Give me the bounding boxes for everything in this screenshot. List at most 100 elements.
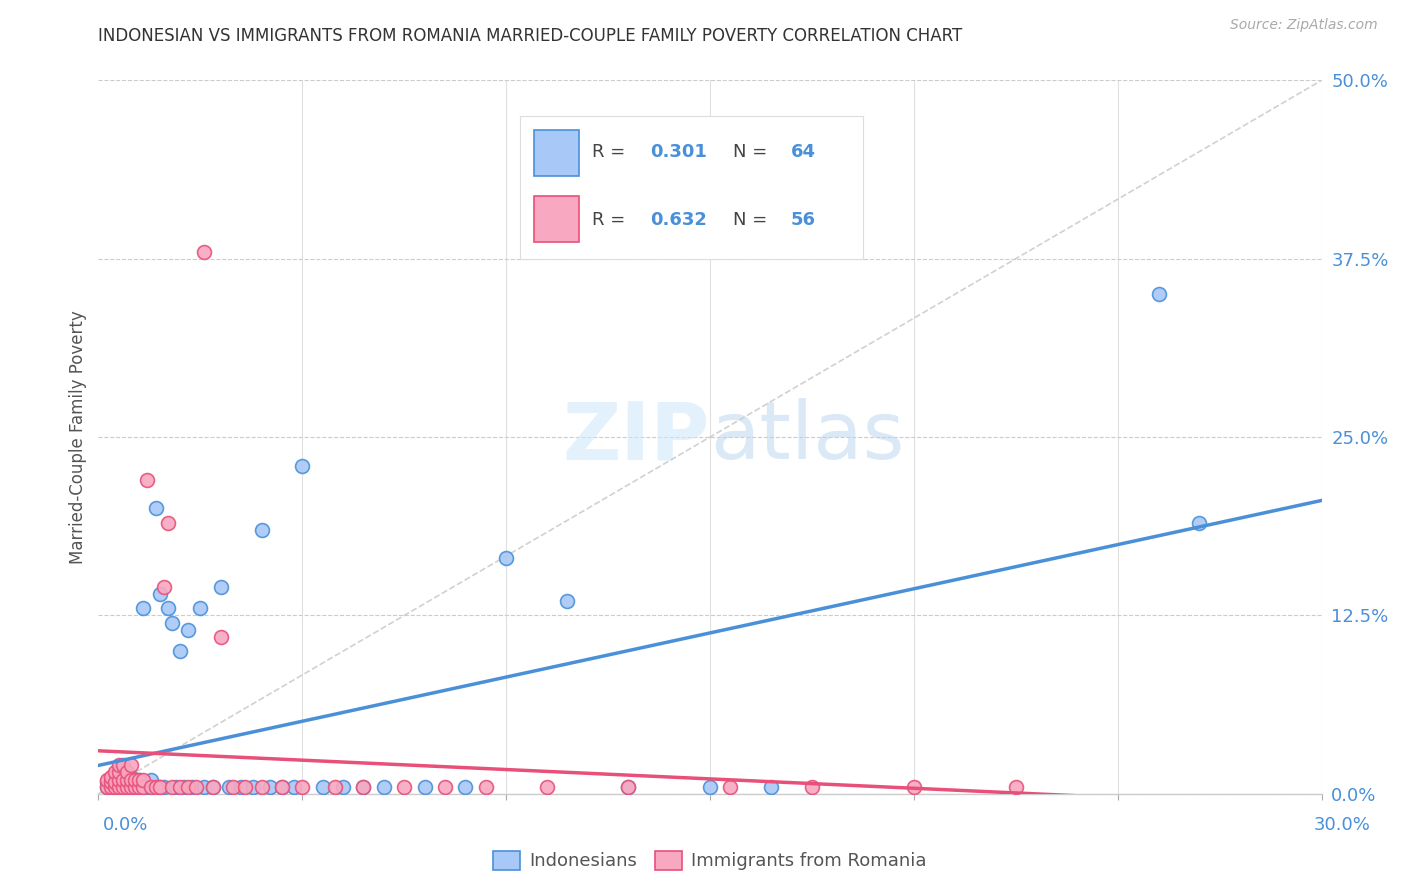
Point <box>352 780 374 794</box>
Point <box>111 772 134 787</box>
Point <box>149 780 172 794</box>
Point <box>124 772 146 787</box>
Point <box>222 780 245 794</box>
Point <box>128 780 150 794</box>
Point <box>495 551 517 566</box>
Point <box>617 780 640 794</box>
Point <box>141 780 163 794</box>
Point <box>699 780 721 794</box>
Point <box>108 772 131 787</box>
Point <box>250 523 273 537</box>
Point <box>169 644 191 658</box>
Point <box>1188 516 1211 530</box>
Point <box>536 780 558 794</box>
Point <box>100 775 122 789</box>
Point <box>104 780 127 794</box>
Point <box>242 780 264 794</box>
Point <box>209 630 232 644</box>
Point <box>718 780 742 794</box>
Point <box>218 780 240 794</box>
Point <box>352 780 374 794</box>
Point <box>270 780 294 794</box>
Point <box>132 601 155 615</box>
Point <box>270 780 294 794</box>
Point <box>124 772 146 787</box>
Point <box>156 601 179 615</box>
Text: Source: ZipAtlas.com: Source: ZipAtlas.com <box>1230 18 1378 32</box>
Point <box>96 772 118 787</box>
Point <box>141 780 163 794</box>
Text: atlas: atlas <box>710 398 904 476</box>
Point <box>474 780 498 794</box>
Point <box>111 780 134 794</box>
Point <box>145 501 167 516</box>
Point <box>108 758 131 772</box>
Point <box>115 780 138 794</box>
Point <box>165 780 187 794</box>
Point <box>156 516 179 530</box>
Point <box>186 780 208 794</box>
Point <box>152 780 174 794</box>
Point <box>104 780 127 794</box>
Point <box>454 780 477 794</box>
Point <box>111 772 134 787</box>
Point <box>115 768 138 782</box>
Point <box>152 580 174 594</box>
Point <box>160 615 183 630</box>
Point <box>115 765 138 780</box>
Point <box>104 765 127 780</box>
Point <box>259 780 281 794</box>
Point <box>120 780 142 794</box>
Point <box>96 775 118 789</box>
Point <box>149 780 172 794</box>
Point <box>132 780 155 794</box>
Point <box>145 780 167 794</box>
Point <box>115 772 138 787</box>
Point <box>177 623 200 637</box>
Point <box>115 780 138 794</box>
Point <box>181 780 204 794</box>
Legend: Indonesians, Immigrants from Romania: Indonesians, Immigrants from Romania <box>486 844 934 878</box>
Point <box>1004 780 1026 794</box>
Point <box>149 587 172 601</box>
Point <box>100 772 122 787</box>
Point <box>128 772 150 787</box>
Point <box>392 780 416 794</box>
Point <box>108 780 131 794</box>
Point <box>128 772 150 787</box>
Point <box>193 780 215 794</box>
Point <box>132 780 155 794</box>
Point <box>141 772 163 787</box>
Point <box>201 780 224 794</box>
Point <box>323 780 346 794</box>
Point <box>108 775 131 789</box>
Point <box>283 780 305 794</box>
Text: INDONESIAN VS IMMIGRANTS FROM ROMANIA MARRIED-COUPLE FAMILY POVERTY CORRELATION : INDONESIAN VS IMMIGRANTS FROM ROMANIA MA… <box>98 27 963 45</box>
Point <box>250 780 273 794</box>
Point <box>291 458 314 473</box>
Point <box>100 775 122 789</box>
Text: 0.0%: 0.0% <box>103 816 148 834</box>
Point <box>120 772 142 787</box>
Point <box>104 775 127 789</box>
Point <box>104 770 127 784</box>
Point <box>120 770 142 784</box>
Point <box>617 780 640 794</box>
Point <box>177 780 200 794</box>
Point <box>120 758 142 772</box>
Point <box>108 772 131 787</box>
Y-axis label: Married-Couple Family Poverty: Married-Couple Family Poverty <box>69 310 87 564</box>
Point <box>555 594 579 608</box>
Point <box>124 780 146 794</box>
Point <box>108 765 131 780</box>
Point <box>104 775 127 789</box>
Point <box>128 780 150 794</box>
Point <box>136 780 159 794</box>
Point <box>231 780 253 794</box>
Point <box>111 758 134 772</box>
Point <box>332 780 354 794</box>
Point <box>160 780 183 794</box>
Point <box>1147 287 1170 301</box>
Point <box>291 780 314 794</box>
Point <box>100 780 122 794</box>
